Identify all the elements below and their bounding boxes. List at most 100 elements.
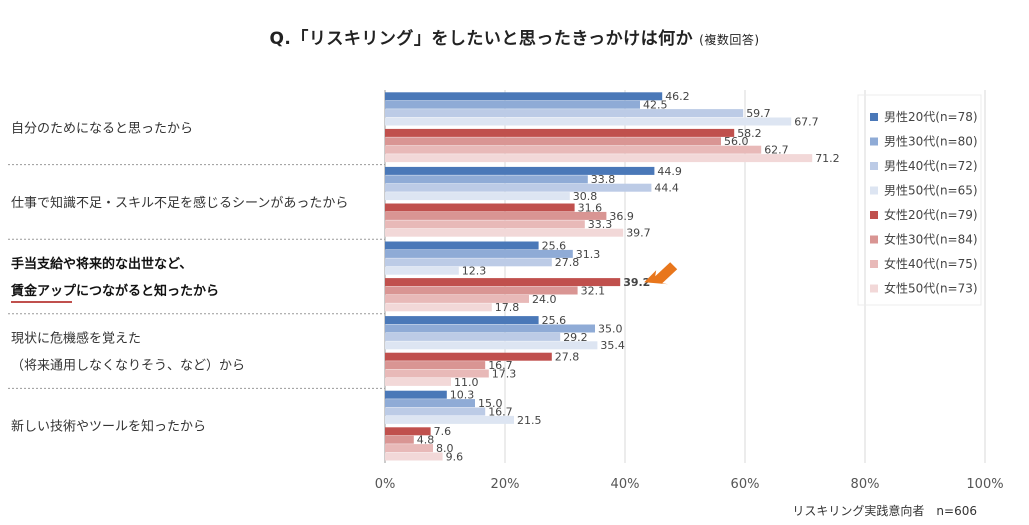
bar xyxy=(385,369,489,378)
bar xyxy=(385,128,735,137)
legend-label: 男性30代(n=80) xyxy=(884,135,978,149)
bar xyxy=(385,211,607,220)
bar xyxy=(385,175,588,184)
legend-swatch xyxy=(870,162,878,170)
bar xyxy=(385,266,459,275)
bar xyxy=(385,332,561,341)
value-label: 59.7 xyxy=(746,107,771,120)
legend-swatch xyxy=(870,235,878,244)
category-label: 仕事で知識不足・スキル不足を感じるシーンがあったから xyxy=(11,195,348,211)
category-label: 自分のためになると思ったから xyxy=(11,121,193,136)
x-tick-label: 80% xyxy=(851,477,880,492)
bar xyxy=(385,154,813,163)
legend-swatch xyxy=(870,113,878,121)
value-label: 67.7 xyxy=(794,115,819,128)
bar xyxy=(385,316,539,325)
value-label: 44.4 xyxy=(654,182,679,195)
value-label: 25.6 xyxy=(542,314,567,327)
value-label: 56.0 xyxy=(724,135,749,148)
bar xyxy=(385,286,578,295)
bar xyxy=(385,390,447,399)
bar xyxy=(385,427,431,436)
bar xyxy=(385,435,414,444)
value-label: 17.3 xyxy=(492,367,517,380)
bar xyxy=(385,444,433,453)
value-label: 33.3 xyxy=(588,218,613,231)
value-label: 16.7 xyxy=(488,359,513,372)
x-tick-label: 20% xyxy=(491,477,520,492)
bar xyxy=(385,258,552,267)
bar xyxy=(385,452,443,461)
value-label: 71.2 xyxy=(815,152,840,165)
chart-title: Q.「リスキリング」をしたいと思ったきっかけは何か (複数回答) xyxy=(0,24,1029,49)
value-label: 9.6 xyxy=(446,450,464,463)
value-label: 27.8 xyxy=(555,351,580,364)
bar xyxy=(385,183,652,192)
legend-swatch xyxy=(870,186,878,195)
value-label: 8.0 xyxy=(436,442,454,455)
category-label: 手当支給や将来的な出世など、 xyxy=(11,256,192,272)
legend-swatch xyxy=(870,284,878,293)
bar xyxy=(385,399,475,408)
legend-swatch xyxy=(870,211,878,219)
value-label: 44.9 xyxy=(657,165,682,178)
value-label: 32.1 xyxy=(581,284,606,297)
legend-label: 女性20代(n=79) xyxy=(884,207,978,222)
bar xyxy=(385,228,624,237)
value-label: 42.5 xyxy=(643,99,668,112)
category-label: 賃金アップにつながると知ったから xyxy=(10,283,219,299)
value-label: 15.0 xyxy=(478,397,503,410)
value-label: 12.3 xyxy=(462,265,487,278)
title-main: Q.「リスキリング」をしたいと思ったきっかけは何か xyxy=(269,29,694,49)
value-label: 27.8 xyxy=(555,256,580,269)
value-label: 36.9 xyxy=(609,210,634,223)
bar xyxy=(385,415,514,424)
value-label: 39.7 xyxy=(626,227,651,240)
value-label: 17.8 xyxy=(495,301,520,314)
x-tick-label: 100% xyxy=(966,477,1003,492)
bar xyxy=(385,137,721,146)
value-label: 29.2 xyxy=(563,331,588,344)
value-label: 33.8 xyxy=(591,173,616,186)
value-label: 21.5 xyxy=(517,414,542,427)
bar xyxy=(385,220,585,229)
legend-box xyxy=(857,94,982,306)
bar xyxy=(385,303,492,312)
category-label: 現状に危機感を覚えた xyxy=(11,331,141,347)
footnote: リスキリング実践意向者 n=606 xyxy=(792,504,977,518)
value-label: 30.8 xyxy=(573,190,598,203)
legend-label: 女性50代(n=73) xyxy=(884,281,978,296)
x-tick-label: 60% xyxy=(731,477,760,492)
legend-label: 女性40代(n=75) xyxy=(884,256,978,271)
value-label: 24.0 xyxy=(532,293,557,306)
value-label: 11.0 xyxy=(454,376,479,389)
value-label: 62.7 xyxy=(764,144,789,157)
value-label: 10.3 xyxy=(450,389,475,402)
legend-label: 女性30代(n=84) xyxy=(884,232,978,247)
bar xyxy=(385,294,529,303)
category-label: （将来通用しなくなりそう、など）から xyxy=(11,359,245,374)
bar xyxy=(385,341,598,350)
value-label: 35.0 xyxy=(598,322,623,335)
legend-label: 男性40代(n=72) xyxy=(884,159,978,173)
bar xyxy=(385,203,575,212)
value-label: 35.4 xyxy=(600,339,625,352)
category-label: 新しい技術やツールを知ったから xyxy=(11,419,206,435)
bar xyxy=(385,278,621,287)
value-label: 31.3 xyxy=(576,248,601,261)
legend-label: 男性50代(n=65) xyxy=(884,184,978,198)
x-tick-label: 40% xyxy=(611,477,640,492)
value-label: 16.7 xyxy=(488,405,513,418)
bar xyxy=(385,166,655,175)
bar xyxy=(385,249,573,258)
legend-swatch xyxy=(870,137,878,146)
bar xyxy=(385,241,539,250)
value-label: 39.2 xyxy=(623,276,650,289)
bar xyxy=(385,192,570,201)
legend-label: 男性20代(n=78) xyxy=(884,110,978,124)
value-label: 4.8 xyxy=(417,434,435,447)
x-tick-label: 0% xyxy=(375,477,396,492)
bar xyxy=(385,352,552,361)
bar xyxy=(385,117,792,126)
